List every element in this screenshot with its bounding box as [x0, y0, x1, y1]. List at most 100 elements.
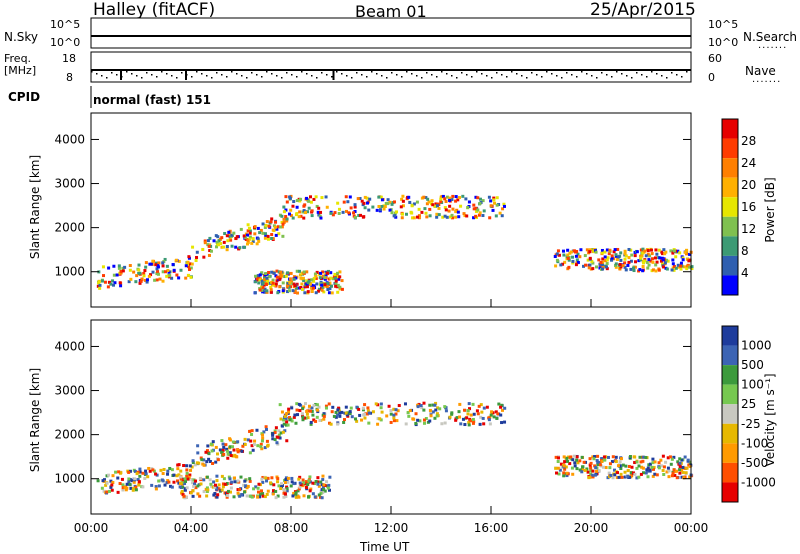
scatter-cell: [136, 478, 140, 482]
scatter-cell: [379, 406, 383, 410]
scatter-cell: [554, 455, 558, 459]
scatter-cell: [320, 496, 324, 500]
scatter-cell: [392, 413, 396, 417]
scatter-cell: [681, 470, 685, 474]
scatter-cell: [226, 456, 230, 460]
scatter-cell: [276, 477, 280, 481]
scatter-cell: [179, 469, 183, 473]
scatter-cell: [677, 265, 681, 269]
scatter-cell: [261, 433, 265, 437]
scatter-cell: [575, 458, 579, 462]
nave-point: [391, 72, 393, 74]
scatter-cell: [662, 472, 666, 476]
scatter-cell: [261, 231, 265, 235]
nave-point: [291, 74, 293, 76]
scatter-cell: [683, 265, 687, 269]
scatter-cell: [655, 260, 659, 264]
power-colorbar-tick: 12: [741, 222, 756, 236]
scatter-cell: [134, 280, 138, 284]
scatter-cell: [265, 220, 269, 224]
scatter-cell: [285, 417, 289, 421]
scatter-cell: [181, 478, 185, 482]
scatter-cell: [156, 272, 160, 276]
scatter-cell: [294, 492, 298, 496]
nave-point: [566, 72, 568, 74]
scatter-cell: [170, 468, 174, 472]
scatter-cell: [333, 272, 337, 276]
scatter-cell: [226, 239, 230, 243]
scatter-cell: [653, 256, 657, 260]
scatter-cell: [334, 410, 338, 414]
scatter-cell: [614, 254, 618, 258]
scatter-cell: [154, 261, 158, 265]
scatter-cell: [301, 407, 305, 411]
scatter-cell: [257, 281, 261, 285]
scatter-cell: [301, 288, 305, 292]
scatter-cell: [563, 467, 567, 471]
scatter-cell: [376, 403, 380, 407]
scatter-cell: [345, 413, 349, 417]
scatter-cell: [275, 269, 279, 273]
scatter-cell: [362, 215, 366, 219]
scatter-cell: [588, 250, 592, 254]
scatter-cell: [417, 207, 421, 211]
scatter-cell: [139, 279, 143, 283]
scatter-cell: [325, 281, 329, 285]
scatter-cell: [428, 214, 432, 218]
scatter-cell: [232, 476, 236, 480]
scatter-cell: [602, 455, 606, 459]
scatter-cell: [203, 241, 207, 245]
scatter-cell: [225, 245, 229, 249]
scatter-cell: [208, 478, 212, 482]
scatter-cell: [180, 491, 184, 495]
y-tick-label: 3000: [54, 177, 85, 191]
nave-point: [246, 77, 248, 79]
scatter-cell: [185, 474, 189, 478]
scatter-cell: [253, 280, 257, 284]
scatter-cell: [481, 199, 485, 203]
scatter-cell: [253, 232, 257, 236]
scatter-cell: [494, 410, 498, 414]
scatter-cell: [277, 433, 281, 437]
scatter-cell: [646, 249, 650, 253]
scatter-cell: [646, 252, 650, 256]
scatter-cell: [327, 291, 331, 295]
scatter-cell: [161, 279, 165, 283]
scatter-cell: [651, 474, 655, 478]
scatter-cell: [277, 484, 281, 488]
scatter-cell: [107, 489, 111, 493]
scatter-cell: [137, 480, 141, 484]
scatter-cell: [225, 495, 229, 499]
nsky-tick-low: 10^0: [50, 36, 81, 49]
scatter-cell: [578, 255, 582, 259]
scatter-cell: [176, 467, 180, 471]
scatter-cell: [344, 209, 348, 213]
scatter-cell: [264, 272, 268, 276]
scatter-cell: [188, 473, 192, 477]
scatter-cell: [309, 200, 313, 204]
scatter-cell: [589, 472, 593, 476]
scatter-cell: [637, 464, 641, 468]
scatter-cell: [488, 216, 492, 220]
scatter-cell: [588, 248, 592, 252]
scatter-cell: [274, 282, 278, 286]
scatter-cell: [641, 466, 645, 470]
scatter-cell: [688, 460, 692, 464]
scatter-cell: [100, 486, 104, 490]
y-tick-label: 2000: [54, 221, 85, 235]
scatter-cell: [277, 429, 281, 433]
freq-label: Freq.: [4, 52, 32, 65]
scatter-cell: [416, 418, 420, 422]
scatter-cell: [353, 205, 357, 209]
scatter-cell: [307, 479, 311, 483]
scatter-cell: [202, 463, 206, 467]
scatter-cell: [342, 420, 346, 424]
scatter-cell: [205, 489, 209, 493]
scatter-cell: [648, 468, 652, 472]
scatter-cell: [301, 415, 305, 419]
scatter-cell: [435, 215, 439, 219]
scatter-cell: [202, 458, 206, 462]
scatter-cell: [458, 415, 462, 419]
scatter-cell: [230, 233, 234, 237]
scatter-cell: [596, 463, 600, 467]
